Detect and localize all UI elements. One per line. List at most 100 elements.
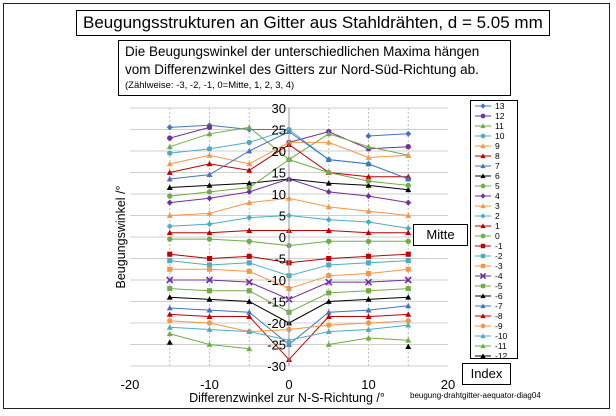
data-point (166, 143, 173, 150)
data-point (166, 294, 173, 300)
data-point (246, 288, 252, 294)
data-point (246, 298, 253, 304)
data-point (206, 341, 213, 347)
data-point (325, 180, 332, 186)
data-point (365, 173, 372, 180)
data-point (325, 227, 332, 233)
data-point (405, 258, 411, 264)
legend-marker (480, 283, 486, 289)
legend-marker (480, 343, 486, 349)
y-tick-label: -5 (274, 252, 286, 267)
legend-marker (480, 133, 486, 139)
data-point (245, 278, 253, 286)
data-point (365, 288, 372, 294)
y-tick-label: 10 (272, 187, 286, 202)
legend-item: 8 (475, 151, 500, 161)
data-point (206, 182, 213, 188)
data-point (206, 236, 213, 242)
legend-item: 7 (475, 161, 500, 171)
legend-item: -3 (475, 261, 503, 271)
y-tick-label: -10 (267, 273, 286, 288)
data-point (205, 276, 214, 284)
y-axis-title: Beugungswinkel /° (114, 186, 128, 289)
data-point (206, 320, 213, 326)
data-point (206, 326, 213, 332)
legend-label: 1 (495, 221, 500, 231)
data-point (405, 130, 412, 137)
legend-marker (480, 353, 486, 359)
data-point (325, 203, 332, 210)
legend-item: -11 (475, 341, 507, 351)
legend-label: 13 (495, 101, 505, 111)
data-point (326, 322, 332, 328)
series-line (368, 133, 409, 137)
data-point (326, 238, 332, 244)
legend-marker (480, 193, 486, 199)
legend-item: 13 (475, 101, 505, 111)
legend-marker (480, 253, 486, 259)
data-point (364, 278, 373, 286)
data-point (246, 309, 253, 315)
x-axis-title: Differenzwinkel zur N-S-Richtung /° (189, 391, 385, 405)
data-point (365, 193, 372, 200)
y-tick-label: 5 (279, 209, 286, 224)
data-point (206, 307, 213, 313)
data-point (365, 253, 372, 259)
data-point (405, 144, 411, 150)
data-point (206, 171, 213, 178)
x-tick-label: 20 (441, 377, 455, 392)
y-tick-label: 15 (272, 166, 286, 181)
data-point (246, 160, 253, 167)
legend-label: -2 (495, 251, 503, 261)
description-line-1: Die Beugungswinkel der unterschiedlichen… (125, 44, 480, 59)
legend-label: 5 (495, 181, 500, 191)
legend-marker (480, 163, 486, 169)
description-box: Die Beugungswinkel der unterschiedlichen… (118, 40, 511, 96)
legend-item: 2 (475, 211, 500, 221)
data-point (206, 221, 213, 228)
legend-marker (480, 333, 486, 339)
data-point (365, 260, 372, 266)
data-point (206, 160, 213, 167)
legend-item: -8 (475, 311, 503, 321)
data-point (167, 193, 173, 199)
legend-marker (480, 323, 486, 329)
data-point (365, 335, 372, 341)
data-point (167, 318, 173, 324)
legend-item: -10 (475, 331, 508, 341)
legend-label: 9 (495, 141, 500, 151)
legend-item: 5 (475, 181, 500, 191)
y-tick-label: 25 (272, 123, 286, 138)
legend-item: -5 (475, 281, 503, 291)
data-point (206, 130, 213, 137)
legend-label: -6 (495, 291, 503, 301)
legend-label: -5 (495, 281, 503, 291)
legend-item: 6 (475, 171, 500, 181)
legend-label: -12 (495, 351, 508, 358)
data-point (365, 182, 372, 188)
legend-marker (480, 303, 486, 309)
y-tick-label: -25 (267, 338, 286, 353)
data-point (365, 178, 372, 184)
data-point (405, 311, 412, 317)
data-point (206, 189, 213, 195)
data-point (405, 152, 412, 158)
figure-frame (3, 3, 610, 409)
legend-marker (480, 103, 486, 109)
data-point (166, 330, 173, 337)
data-point (246, 260, 252, 266)
legend-item: 3 (475, 201, 500, 211)
legend-item: 12 (475, 111, 505, 121)
data-point (325, 139, 332, 145)
legend-marker (479, 272, 487, 280)
data-point (405, 229, 412, 236)
data-point (405, 175, 412, 182)
data-point (325, 328, 332, 334)
legend-item: -1 (475, 241, 503, 251)
legend-item: 1 (475, 221, 500, 231)
data-point (206, 266, 213, 272)
data-point (325, 298, 332, 304)
data-point (246, 184, 252, 191)
data-point (405, 182, 411, 189)
